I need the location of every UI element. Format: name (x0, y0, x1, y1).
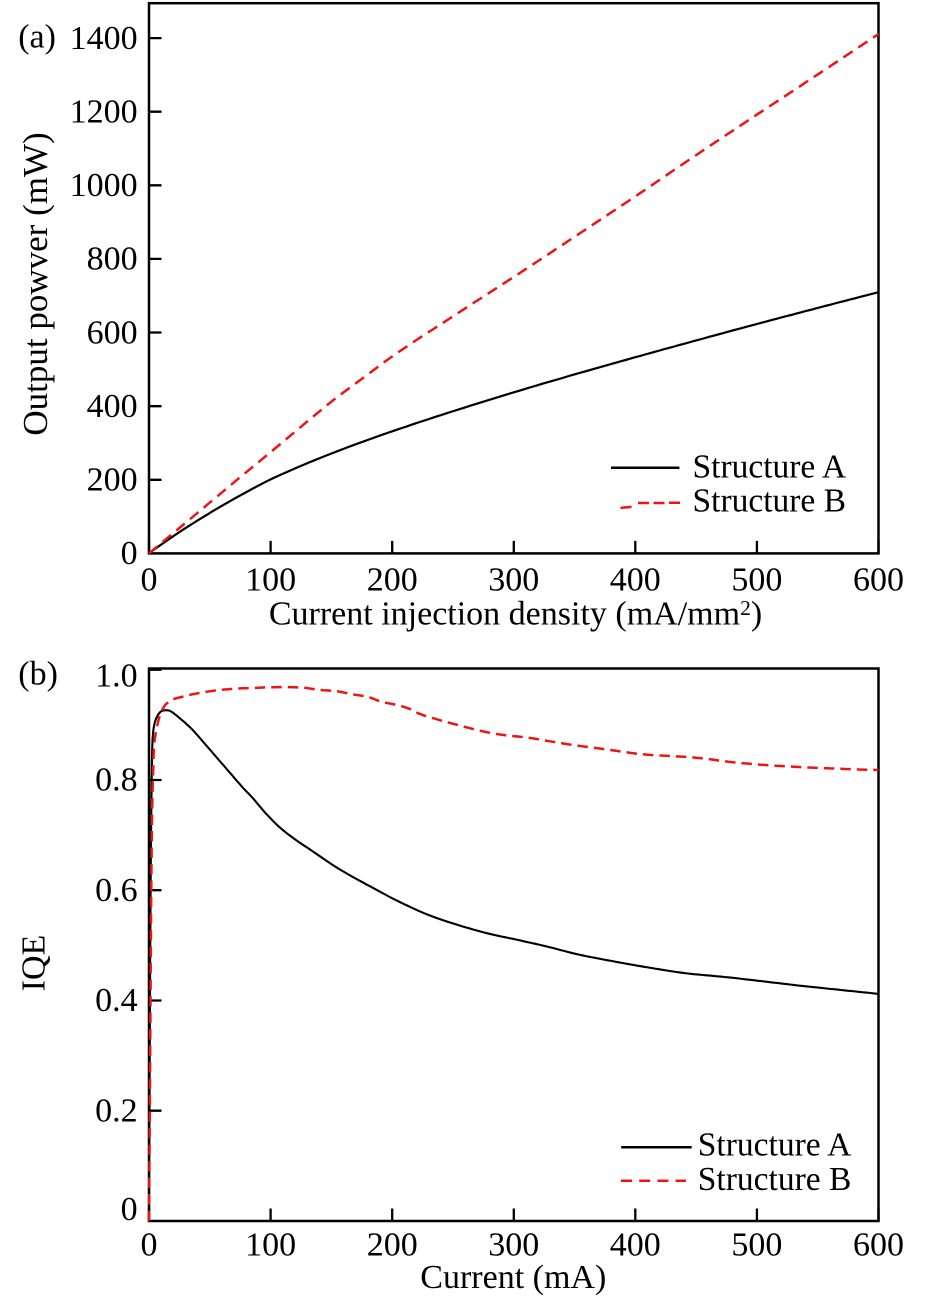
svg-text:0.4: 0.4 (95, 982, 138, 1019)
svg-text:Output powver (mW): Output powver (mW) (16, 132, 55, 435)
svg-text:600: 600 (87, 314, 138, 351)
svg-text:200: 200 (367, 1227, 418, 1264)
svg-text:500: 500 (731, 1227, 782, 1264)
svg-text:1400: 1400 (70, 20, 138, 57)
svg-text:Structure B: Structure B (693, 482, 847, 519)
svg-text:300: 300 (488, 562, 539, 599)
svg-text:600: 600 (853, 562, 904, 599)
svg-text:0: 0 (121, 535, 138, 572)
svg-text:Structure A: Structure A (698, 1127, 852, 1164)
svg-text:Structure A: Structure A (693, 448, 847, 485)
svg-text:Structure B: Structure B (698, 1161, 852, 1198)
svg-text:100: 100 (245, 1227, 296, 1264)
svg-text:Current (mA): Current (mA) (420, 1259, 606, 1296)
svg-text:0: 0 (121, 1191, 138, 1228)
svg-text:(b): (b) (18, 656, 58, 693)
svg-text:0.2: 0.2 (95, 1093, 138, 1130)
svg-text:1.0: 1.0 (95, 657, 138, 694)
svg-text:(a): (a) (18, 18, 56, 55)
svg-text:IQE: IQE (16, 935, 53, 992)
svg-text:600: 600 (853, 1227, 904, 1264)
svg-text:1000: 1000 (70, 167, 138, 204)
svg-text:500: 500 (731, 562, 782, 599)
svg-text:0.8: 0.8 (95, 762, 138, 799)
svg-text:400: 400 (610, 562, 661, 599)
svg-text:0: 0 (141, 562, 158, 599)
svg-text:0: 0 (141, 1227, 158, 1264)
svg-text:800: 800 (87, 241, 138, 278)
svg-text:300: 300 (488, 1227, 539, 1264)
svg-text:0.6: 0.6 (95, 872, 138, 909)
svg-text:100: 100 (245, 562, 296, 599)
svg-text:200: 200 (87, 462, 138, 499)
svg-text:400: 400 (87, 388, 138, 425)
svg-text:Current injection density (mA/: Current injection density (mA/mm2) (269, 595, 762, 632)
svg-text:400: 400 (610, 1227, 661, 1264)
svg-text:200: 200 (367, 562, 418, 599)
svg-text:1200: 1200 (70, 93, 138, 130)
